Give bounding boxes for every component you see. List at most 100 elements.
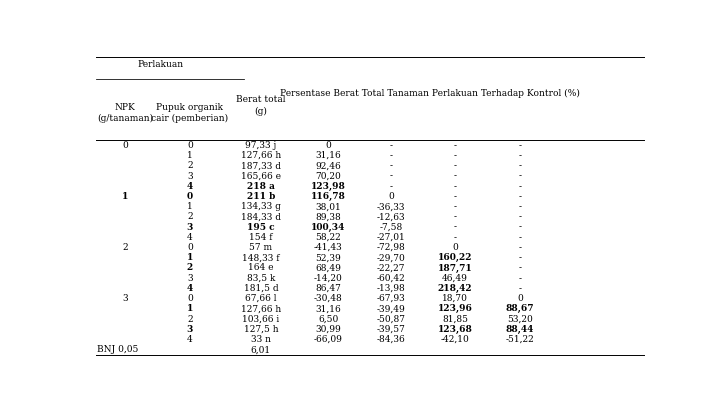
Text: 2: 2	[187, 314, 193, 324]
Text: -: -	[390, 182, 393, 191]
Text: -: -	[390, 161, 393, 170]
Text: 86,47: 86,47	[315, 284, 341, 293]
Text: -: -	[518, 151, 521, 160]
Text: 165,66 e: 165,66 e	[241, 171, 281, 181]
Text: 81,85: 81,85	[442, 314, 468, 324]
Text: 123,96: 123,96	[438, 305, 472, 313]
Text: -: -	[518, 253, 521, 262]
Text: 2: 2	[187, 161, 193, 170]
Text: -84,36: -84,36	[377, 335, 406, 344]
Text: -36,33: -36,33	[377, 202, 406, 211]
Text: -13,98: -13,98	[377, 284, 406, 293]
Text: Persentase Berat Total Tanaman Perlakuan Terhadap Kontrol (%): Persentase Berat Total Tanaman Perlakuan…	[279, 89, 580, 98]
Text: 83,5 k: 83,5 k	[247, 274, 275, 283]
Text: 123,68: 123,68	[438, 325, 472, 334]
Text: -14,20: -14,20	[313, 274, 342, 283]
Text: 31,16: 31,16	[316, 151, 341, 160]
Text: 0: 0	[388, 192, 394, 201]
Text: 184,33 d: 184,33 d	[241, 213, 281, 221]
Text: 1: 1	[122, 192, 128, 201]
Text: 6,50: 6,50	[318, 314, 338, 324]
Text: 88,67: 88,67	[505, 305, 534, 313]
Text: -: -	[453, 161, 456, 170]
Text: 187,71: 187,71	[438, 263, 472, 272]
Text: 218,42: 218,42	[438, 284, 472, 293]
Text: -: -	[453, 141, 456, 150]
Text: 4: 4	[187, 233, 193, 242]
Text: 33 n: 33 n	[251, 335, 271, 344]
Text: BNJ 0,05: BNJ 0,05	[97, 345, 139, 354]
Text: 58,22: 58,22	[316, 233, 341, 242]
Text: 218 a: 218 a	[247, 182, 275, 191]
Text: 2: 2	[122, 243, 128, 252]
Text: 67,66 l: 67,66 l	[245, 294, 277, 303]
Text: -: -	[518, 233, 521, 242]
Text: 211 b: 211 b	[247, 192, 275, 201]
Text: -30,48: -30,48	[313, 294, 342, 303]
Text: 187,33 d: 187,33 d	[241, 161, 281, 170]
Text: 164 e: 164 e	[248, 263, 274, 272]
Text: 160,22: 160,22	[438, 253, 472, 262]
Text: -: -	[518, 171, 521, 181]
Text: -29,70: -29,70	[377, 253, 406, 262]
Text: 1: 1	[187, 151, 193, 160]
Text: 127,66 h: 127,66 h	[241, 151, 281, 160]
Text: 38,01: 38,01	[316, 202, 341, 211]
Text: -: -	[453, 171, 456, 181]
Text: -: -	[453, 151, 456, 160]
Text: -: -	[518, 213, 521, 221]
Text: -: -	[453, 182, 456, 191]
Text: 116,78: 116,78	[310, 192, 346, 201]
Text: 30,99: 30,99	[316, 325, 341, 334]
Text: -: -	[518, 284, 521, 293]
Text: -: -	[518, 182, 521, 191]
Text: -: -	[518, 243, 521, 252]
Text: 134,33 g: 134,33 g	[241, 202, 281, 211]
Text: 4: 4	[187, 335, 193, 344]
Text: -42,10: -42,10	[440, 335, 469, 344]
Text: 18,70: 18,70	[442, 294, 468, 303]
Text: -: -	[453, 233, 456, 242]
Text: Pupuk organik
cair (pemberian): Pupuk organik cair (pemberian)	[152, 103, 228, 123]
Text: -: -	[453, 192, 456, 201]
Text: 4: 4	[187, 284, 193, 293]
Text: -72,98: -72,98	[377, 243, 406, 252]
Text: -: -	[518, 223, 521, 232]
Text: 70,20: 70,20	[316, 171, 341, 181]
Text: -12,63: -12,63	[377, 213, 406, 221]
Text: 1: 1	[187, 305, 193, 313]
Text: -67,93: -67,93	[377, 294, 406, 303]
Text: -50,87: -50,87	[377, 314, 406, 324]
Text: 2: 2	[187, 263, 193, 272]
Text: -: -	[390, 151, 393, 160]
Text: 154 f: 154 f	[249, 233, 273, 242]
Text: 103,66 i: 103,66 i	[243, 314, 279, 324]
Text: 123,98: 123,98	[310, 182, 346, 191]
Text: -: -	[518, 274, 521, 283]
Text: 127,66 h: 127,66 h	[241, 305, 281, 313]
Text: 0: 0	[517, 294, 523, 303]
Text: 31,16: 31,16	[316, 305, 341, 313]
Text: -66,09: -66,09	[313, 335, 342, 344]
Text: -: -	[518, 263, 521, 272]
Text: -: -	[518, 141, 521, 150]
Text: Berat total
(g): Berat total (g)	[236, 94, 286, 116]
Text: 3: 3	[122, 294, 128, 303]
Text: -51,22: -51,22	[505, 335, 534, 344]
Text: 0: 0	[187, 243, 193, 252]
Text: 0: 0	[122, 141, 128, 150]
Text: -: -	[390, 141, 393, 150]
Text: -27,01: -27,01	[377, 233, 406, 242]
Text: -: -	[390, 171, 393, 181]
Text: 100,34: 100,34	[311, 223, 345, 232]
Text: -: -	[453, 202, 456, 211]
Text: -: -	[518, 161, 521, 170]
Text: 3: 3	[187, 274, 193, 283]
Text: 88,44: 88,44	[506, 325, 534, 334]
Text: 1: 1	[187, 202, 193, 211]
Text: 52,39: 52,39	[316, 253, 341, 262]
Text: 148,33 f: 148,33 f	[242, 253, 279, 262]
Text: 0: 0	[187, 141, 193, 150]
Text: -: -	[453, 223, 456, 232]
Text: 53,20: 53,20	[507, 314, 533, 324]
